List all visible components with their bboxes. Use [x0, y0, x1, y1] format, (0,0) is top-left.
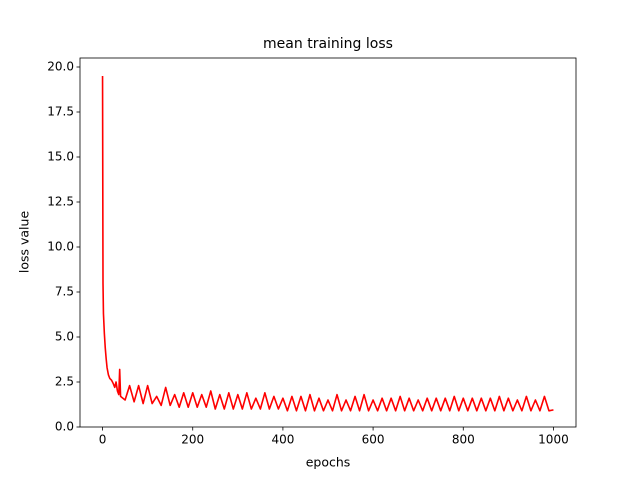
- y-tick-label: 12.5: [47, 195, 74, 209]
- axes-frame: [79, 57, 577, 428]
- chart-title: mean training loss: [263, 36, 393, 52]
- line-series: [101, 75, 554, 412]
- x-axis-label: epochs: [306, 455, 351, 470]
- x-tick-label: 600: [362, 433, 385, 447]
- x-tick-label: 1000: [538, 433, 569, 447]
- y-tick-label: 2.5: [55, 375, 74, 389]
- y-tick-label: 7.5: [55, 285, 74, 299]
- y-tick-label: 17.5: [47, 105, 74, 119]
- y-tick-label: 10.0: [47, 240, 74, 254]
- y-tick-label: 20.0: [47, 60, 74, 74]
- y-tick-label: 0.0: [55, 420, 74, 434]
- x-tick-label: 0: [99, 433, 107, 447]
- y-tick-label: 15.0: [47, 150, 74, 164]
- x-tick-label: 200: [181, 433, 204, 447]
- x-tick-label: 800: [452, 433, 475, 447]
- x-tick-label: 400: [271, 433, 294, 447]
- y-axis-label: loss value: [17, 211, 32, 274]
- y-tick-label: 5.0: [55, 330, 74, 344]
